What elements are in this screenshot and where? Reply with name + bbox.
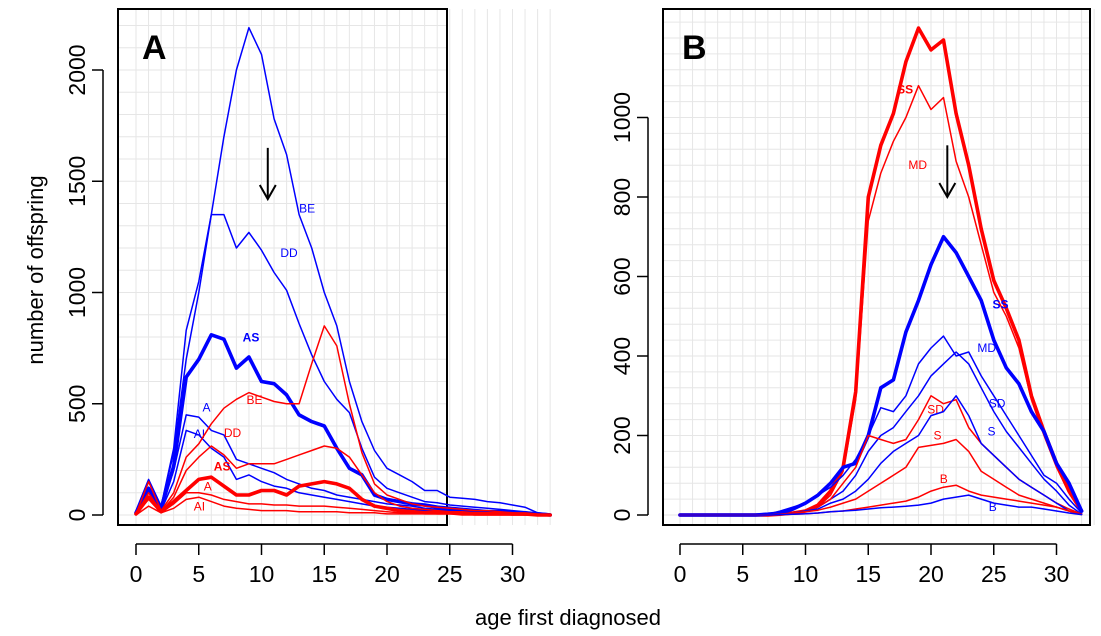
series-label-red-as: AS (214, 460, 231, 474)
y-tick-label: 800 (609, 178, 635, 216)
series-label-blue-a: A (203, 401, 211, 415)
panel-a-arrow (258, 147, 277, 202)
series-label-red-md: MD (908, 158, 927, 172)
series-label-red-ai: AI (194, 500, 205, 514)
x-tick-label: 5 (736, 561, 749, 587)
series-label-blue-md: MD (977, 341, 996, 355)
panel-b-frame (662, 8, 1091, 526)
panel-b-grid (663, 9, 1095, 525)
panel-b-arrow (938, 145, 957, 200)
series-line-red-ai (135, 496, 551, 516)
x-tick-label: 5 (192, 561, 205, 587)
series-label-red-b: B (940, 472, 948, 486)
series-label-red-s: S (934, 428, 942, 442)
panel-a: 0 5 10 15 20 25 300500100015002000BEDDASAAIBED… (64, 8, 553, 587)
panel-a-letter: A (142, 29, 167, 67)
series-label-red-dd: DD (224, 426, 242, 440)
x-tick-label: 20 (374, 561, 400, 587)
x-tick-label: 20 (918, 561, 944, 587)
series-label-blue-b: B (989, 500, 997, 514)
panel-a-x-axis: 0 5 10 15 20 25 30 (130, 543, 526, 587)
series-label-blue-ai: AI (194, 427, 205, 441)
panel-b-x-axis: 0 5 10 15 20 25 30 (674, 543, 1070, 587)
series-label-blue-dd: DD (280, 246, 298, 260)
x-tick-label: 0 (674, 561, 687, 587)
x-tick-label: 30 (500, 561, 526, 587)
series-line-red-be (135, 325, 551, 516)
x-tick-label: 10 (793, 561, 819, 587)
x-tick-label: 25 (981, 561, 1007, 587)
y-tick-label: 0 (609, 509, 635, 522)
series-line-blue-b (679, 494, 1083, 516)
panel-b-letter: B (682, 29, 707, 67)
series-label-red-a: A (204, 480, 212, 494)
x-tick-label: 0 (130, 561, 143, 587)
x-tick-label: 10 (249, 561, 275, 587)
y-axis-title: number of offspring (23, 175, 48, 364)
y-tick-label: 1500 (64, 156, 90, 207)
series-label-blue-be: BE (299, 201, 315, 215)
panel-a-frame (117, 8, 448, 526)
panel-a-y-axis: 0 500 1000 1500 2000 (64, 44, 104, 522)
arrow-head (258, 184, 277, 202)
x-tick-label: 30 (1044, 561, 1070, 587)
series-label-red-be: BE (246, 393, 262, 407)
y-tick-label: 500 (64, 385, 90, 423)
series-label-blue-as: AS (243, 330, 260, 344)
x-tick-label: 15 (311, 561, 337, 587)
series-label-blue-sd: SD (989, 397, 1006, 411)
y-tick-label: 1000 (609, 92, 635, 143)
y-tick-label: 600 (609, 257, 635, 295)
x-axis-title: age first diagnosed (475, 605, 661, 630)
series-line-blue-dd (135, 213, 551, 516)
series-label-red-ss: SS (897, 83, 913, 97)
series-label-blue-s: S (987, 425, 995, 439)
x-tick-label: 15 (855, 561, 881, 587)
panel-b-y-axis: 0 200 400 600 800 1000 (609, 92, 649, 522)
series-line-red-a (135, 492, 551, 516)
panel-a-grid (118, 9, 551, 525)
y-tick-label: 1000 (64, 267, 90, 318)
series-line-blue-be (135, 26, 551, 515)
y-tick-label: 2000 (64, 44, 90, 95)
y-tick-label: 0 (64, 509, 90, 522)
panel-b: 0 5 10 15 20 25 3002004006008001000SSMDSSMDSDS… (609, 8, 1095, 587)
series-label-blue-ss: SS (992, 297, 1008, 311)
arrow-head (938, 182, 957, 200)
y-tick-label: 200 (609, 416, 635, 454)
x-tick-label: 25 (437, 561, 463, 587)
y-tick-label: 400 (609, 337, 635, 375)
